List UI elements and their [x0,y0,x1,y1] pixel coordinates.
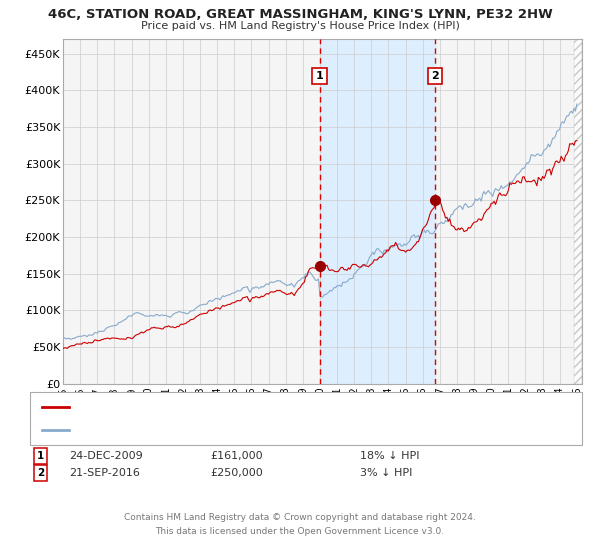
Text: 46C, STATION ROAD, GREAT MASSINGHAM, KING'S LYNN, PE32 2HW (detached house): 46C, STATION ROAD, GREAT MASSINGHAM, KIN… [75,403,461,412]
Text: 1: 1 [37,451,44,461]
Text: 2: 2 [431,71,439,81]
Bar [574,39,582,384]
Text: 3% ↓ HPI: 3% ↓ HPI [360,468,412,478]
Text: This data is licensed under the Open Government Licence v3.0.: This data is licensed under the Open Gov… [155,528,445,536]
Text: 21-SEP-2016: 21-SEP-2016 [69,468,140,478]
Text: HPI: Average price, detached house, King's Lynn and West Norfolk: HPI: Average price, detached house, King… [75,426,374,435]
Text: 2: 2 [37,468,44,478]
Bar [320,39,435,384]
Text: £161,000: £161,000 [210,451,263,461]
Text: 1: 1 [316,71,323,81]
Text: 46C, STATION ROAD, GREAT MASSINGHAM, KING'S LYNN, PE32 2HW: 46C, STATION ROAD, GREAT MASSINGHAM, KIN… [47,8,553,21]
Text: Price paid vs. HM Land Registry's House Price Index (HPI): Price paid vs. HM Land Registry's House … [140,21,460,31]
Text: £250,000: £250,000 [210,468,263,478]
Text: 18% ↓ HPI: 18% ↓ HPI [360,451,419,461]
Text: 24-DEC-2009: 24-DEC-2009 [69,451,143,461]
Text: Contains HM Land Registry data © Crown copyright and database right 2024.: Contains HM Land Registry data © Crown c… [124,514,476,522]
